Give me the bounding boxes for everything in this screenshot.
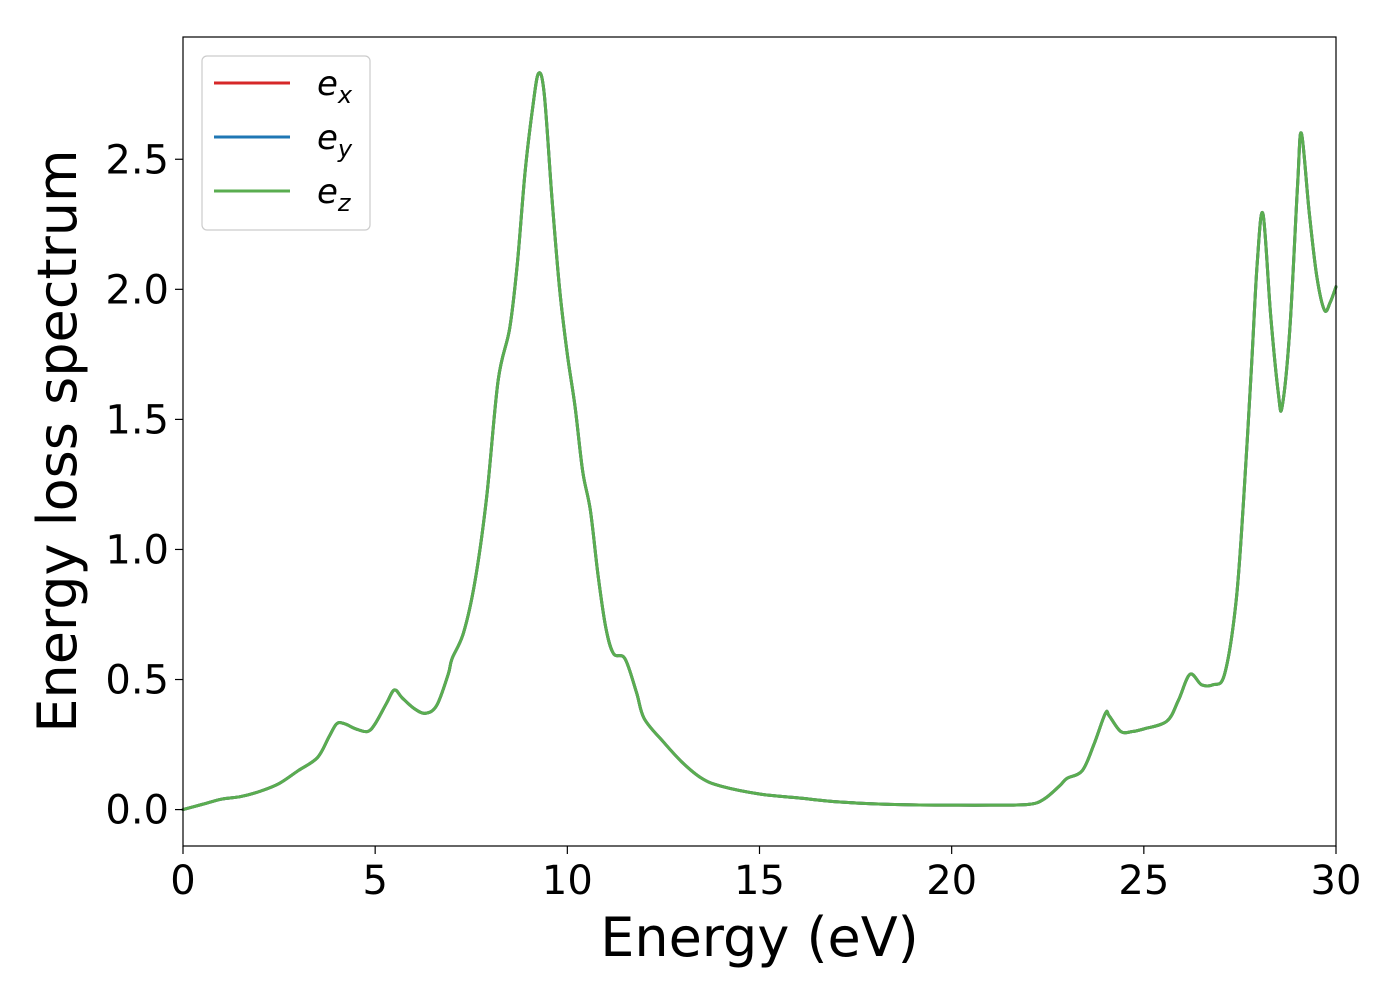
- legend-item-y: ey: [214, 118, 353, 163]
- y-tick-label: 1.5: [105, 397, 169, 443]
- y-axis: 0.0 0.5 1.0 1.5 2.0 2.5: [105, 137, 183, 834]
- legend-frame: [201, 55, 371, 231]
- y-tick-label: 0.0: [105, 788, 169, 834]
- legend-items: ex ey ez: [214, 64, 353, 217]
- y-tick-label: 2.5: [105, 137, 169, 183]
- x-tick-label: 25: [1118, 858, 1169, 904]
- series-layer: [181, 71, 1338, 812]
- x-tick-label: 10: [542, 858, 593, 904]
- x-axis-title: Energy (eV): [600, 906, 919, 969]
- legend-item-z: ez: [214, 172, 352, 217]
- x-tick-label: 5: [362, 858, 387, 904]
- legend-label: ex: [317, 64, 353, 109]
- y-axis-title: Energy loss spectrum: [26, 149, 89, 732]
- legend: ex ey ez: [201, 55, 371, 231]
- y-tick-label: 2.0: [105, 267, 169, 313]
- x-tick-label: 0: [170, 858, 195, 904]
- series-line-z: [181, 71, 1338, 812]
- x-axis: 0 5 10 15 20 25 30: [170, 846, 1361, 904]
- y-tick-label: 1.0: [105, 527, 169, 573]
- legend-label: ez: [317, 172, 352, 217]
- y-tick-label: 0.5: [105, 658, 169, 704]
- x-tick-label: 30: [1311, 858, 1362, 904]
- legend-item-x: ex: [214, 64, 353, 109]
- x-tick-label: 15: [734, 858, 785, 904]
- legend-label: ey: [317, 118, 353, 163]
- x-tick-label: 20: [926, 858, 977, 904]
